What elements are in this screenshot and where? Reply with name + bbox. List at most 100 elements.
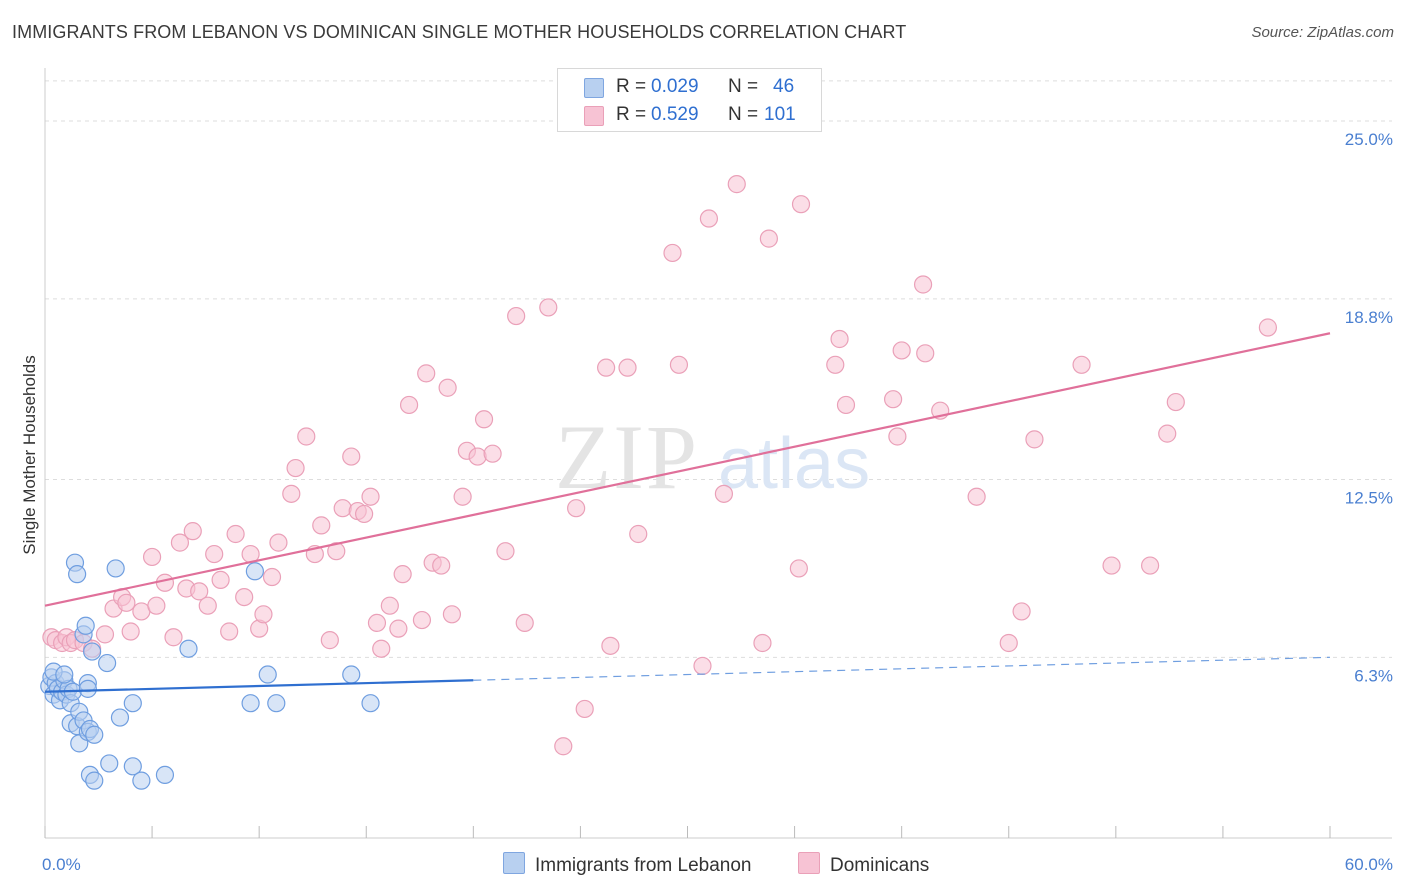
data-point-lebanon	[106, 559, 125, 578]
data-point-dominicans	[791, 195, 811, 214]
data-point-dominicans	[892, 341, 911, 360]
trend-lines	[44, 332, 1331, 693]
data-point-dominicans	[669, 355, 689, 374]
data-point-dominicans	[389, 619, 408, 638]
data-point-lebanon	[342, 665, 361, 684]
legend-row-lebanon: R = 0.029 N = 46	[558, 73, 821, 101]
data-point-dominicans	[254, 605, 273, 624]
data-point-dominicans	[205, 544, 224, 564]
data-point-dominicans	[830, 329, 849, 349]
data-point-dominicans	[164, 628, 183, 647]
watermark-atlas: atlas	[718, 424, 870, 504]
legend-item-lebanon: Immigrants from Lebanon	[503, 852, 752, 877]
data-point-dominicans	[367, 613, 387, 633]
x-tick-label: 0.0%	[42, 855, 81, 874]
data-point-lebanon	[98, 653, 117, 673]
legend-r-label: R =	[616, 104, 647, 125]
data-point-dominicans	[753, 633, 772, 653]
stats-legend: R = 0.029 N = 46 R = 0.529 N = 101	[557, 68, 822, 132]
data-point-dominicans	[117, 593, 136, 612]
data-point-dominicans	[438, 378, 457, 397]
data-point-dominicans	[468, 447, 487, 466]
data-point-dominicans	[155, 573, 175, 592]
data-point-dominicans	[629, 524, 648, 544]
data-point-dominicans	[483, 444, 502, 463]
data-point-dominicans	[601, 636, 620, 655]
data-point-dominicans	[618, 358, 637, 377]
data-point-dominicans	[789, 559, 808, 578]
legend-n-label: N =	[728, 104, 759, 125]
data-point-dominicans	[95, 625, 115, 644]
data-point-dominicans	[320, 631, 339, 650]
legend-swatch-pink	[584, 106, 604, 126]
data-point-dominicans	[226, 524, 245, 544]
data-point-dominicans	[699, 209, 719, 228]
data-point-dominicans	[282, 484, 301, 503]
lebanon-points	[40, 553, 380, 790]
data-point-dominicans	[211, 570, 230, 589]
data-point-dominicans	[883, 390, 903, 409]
trendline-dominicans	[44, 332, 1331, 607]
chart-title: IMMIGRANTS FROM LEBANON VS DOMINICAN SIN…	[12, 22, 907, 42]
data-point-dominicans	[496, 542, 515, 561]
data-point-dominicans	[567, 499, 586, 518]
data-point-lebanon	[100, 754, 119, 773]
data-point-dominicans	[1140, 556, 1160, 575]
data-point-dominicans	[1012, 602, 1031, 621]
data-point-dominicans	[474, 410, 494, 429]
data-point-lebanon	[179, 639, 198, 658]
watermark: ZIP atlas	[555, 406, 870, 508]
data-point-dominicans	[1025, 430, 1044, 449]
data-point-lebanon	[68, 565, 87, 584]
data-point-dominicans	[999, 633, 1018, 653]
legend-r-value: 0.029	[651, 76, 699, 97]
data-point-dominicans	[714, 484, 734, 503]
legend-row-dominicans: R = 0.529 N = 101	[558, 101, 821, 129]
data-point-dominicans	[1072, 355, 1091, 374]
data-point-dominicans	[399, 395, 419, 415]
data-point-lebanon	[123, 694, 142, 713]
data-point-dominicans	[220, 622, 239, 641]
data-point-dominicans	[554, 737, 573, 756]
data-point-dominicans	[142, 547, 162, 567]
data-point-dominicans	[327, 542, 346, 561]
data-point-dominicans	[453, 487, 472, 506]
legend-item-dominicans: Dominicans	[798, 852, 929, 877]
legend-r-value: 0.529	[651, 104, 699, 125]
data-point-dominicans	[888, 427, 907, 446]
data-point-dominicans	[286, 458, 305, 478]
y-axis-label: Single Mother Households	[20, 355, 39, 554]
watermark-zip: ZIP	[555, 406, 699, 508]
data-point-dominicans	[417, 364, 436, 383]
data-point-dominicans	[597, 358, 616, 377]
data-point-dominicans	[1166, 392, 1185, 412]
data-point-dominicans	[342, 447, 361, 466]
data-point-dominicans	[262, 567, 282, 587]
data-point-lebanon	[155, 765, 175, 785]
data-point-dominicans	[372, 639, 391, 658]
data-point-dominicans	[826, 355, 845, 374]
data-point-dominicans	[727, 175, 746, 194]
data-point-dominicans	[913, 275, 933, 294]
legend-r-label: R =	[616, 76, 647, 97]
legend-swatch-blue	[584, 78, 604, 98]
legend-swatch-blue	[503, 852, 525, 874]
data-point-lebanon	[132, 771, 151, 790]
data-point-dominicans	[693, 656, 712, 676]
data-point-dominicans	[170, 533, 190, 552]
data-point-dominicans	[198, 596, 217, 615]
axes	[44, 68, 1392, 839]
data-point-dominicans	[1258, 318, 1277, 337]
data-point-dominicans	[183, 522, 202, 541]
data-point-dominicans	[393, 565, 412, 584]
data-point-lebanon	[83, 642, 102, 661]
trendline-lebanon-extension	[473, 656, 1331, 681]
data-point-dominicans	[235, 587, 254, 607]
data-point-lebanon	[258, 665, 277, 684]
data-point-lebanon	[78, 679, 97, 698]
data-point-dominicans	[575, 699, 594, 719]
data-point-lebanon	[267, 694, 286, 713]
data-point-dominicans	[759, 229, 778, 248]
data-point-dominicans	[1102, 556, 1121, 575]
data-point-lebanon	[85, 725, 104, 744]
